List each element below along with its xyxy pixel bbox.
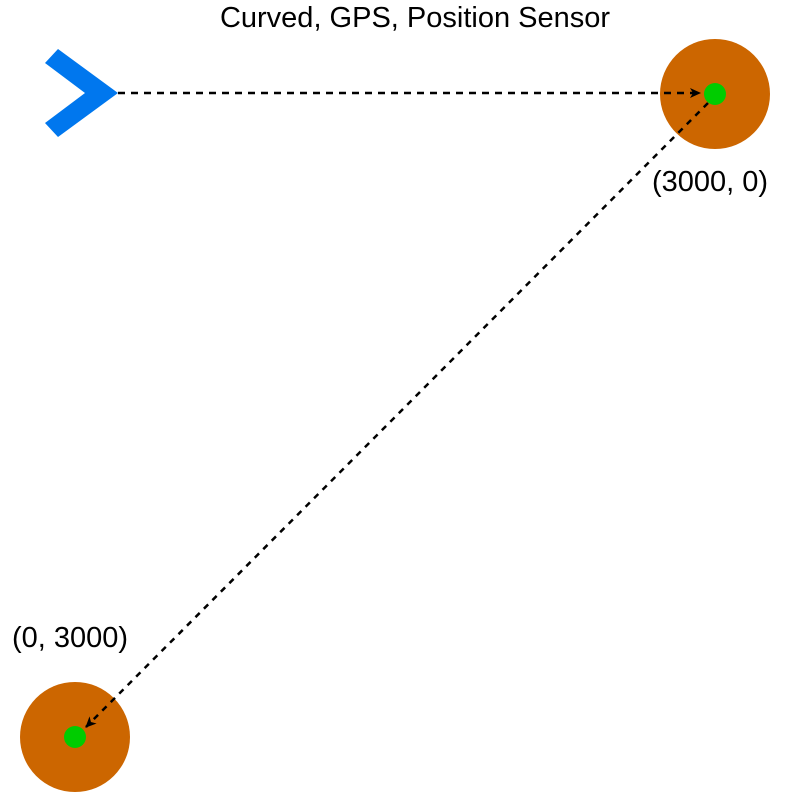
waypoint-a-center <box>704 83 726 105</box>
waypoint-b-center <box>64 726 86 748</box>
chevron-robot-icon <box>45 49 118 137</box>
diagram-title: Curved, GPS, Position Sensor <box>219 2 611 34</box>
waypoint-b-label: (0, 3000) <box>12 622 129 654</box>
waypoint-a-label: (3000, 0) <box>652 166 769 198</box>
path-segment-2-arrow <box>85 102 709 728</box>
waypoint-a <box>660 39 770 149</box>
